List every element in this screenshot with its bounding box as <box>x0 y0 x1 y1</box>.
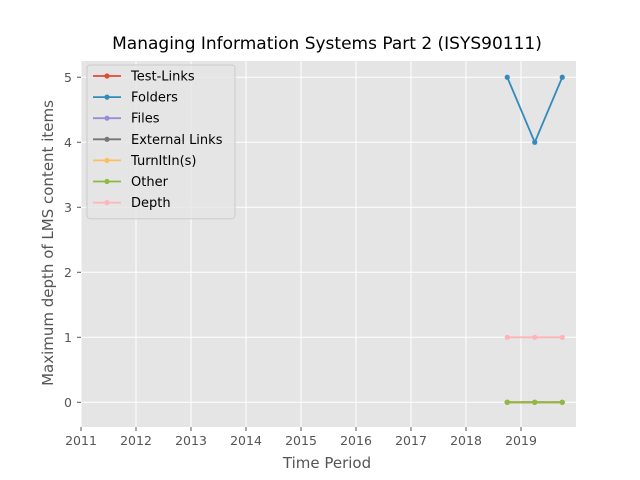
x-axis: 2011 2012 2013 2014 2015 2016 2017 2018 2019 <box>65 427 537 448</box>
data-point-depth <box>504 334 510 340</box>
legend-marker-test-links <box>104 73 110 79</box>
data-point-folders <box>504 74 510 80</box>
y-tick-label: 4 <box>64 135 72 150</box>
x-tick-label: 2014 <box>230 433 262 448</box>
series-depth <box>504 334 565 340</box>
series-layer <box>504 74 565 405</box>
series-other <box>504 399 565 405</box>
data-point-other <box>532 399 538 405</box>
y-axis: 0 1 2 3 4 5 <box>64 70 81 410</box>
data-point-folders <box>559 74 565 80</box>
y-axis-label: Maximum depth of LMS content items <box>39 100 57 386</box>
legend-box <box>86 64 236 220</box>
x-tick-label: 2013 <box>175 433 207 448</box>
data-point-folders <box>532 139 538 145</box>
legend: Test-Links Folders Files External Links Turn… <box>86 64 236 220</box>
legend-item-external-links: External Links <box>93 133 223 148</box>
series-folders <box>504 74 565 145</box>
x-tick-label: 2019 <box>505 433 537 448</box>
x-tick-label: 2017 <box>395 433 427 448</box>
y-tick-label: 5 <box>64 70 72 85</box>
legend-label-files: Files <box>131 112 160 127</box>
y-tick-label: 3 <box>64 200 72 215</box>
legend-label-test-links: Test-Links <box>130 70 195 85</box>
y-tick-label: 0 <box>64 395 72 410</box>
legend-item-depth: Depth <box>93 196 171 211</box>
data-point-depth <box>532 334 538 340</box>
legend-item-test-links: Test-Links <box>93 70 195 85</box>
legend-label-folders: Folders <box>131 91 178 106</box>
legend-item-other: Other <box>93 175 169 190</box>
y-tick-label: 2 <box>64 265 72 280</box>
data-point-other <box>504 399 510 405</box>
legend-marker-external-links <box>104 136 110 142</box>
legend-label-external-links: External Links <box>131 133 223 148</box>
x-tick-label: 2018 <box>450 433 482 448</box>
legend-label-depth: Depth <box>131 196 171 211</box>
legend-item-folders: Folders <box>93 91 178 106</box>
legend-item-files: Files <box>93 112 160 127</box>
legend-marker-folders <box>104 94 110 100</box>
data-point-depth <box>559 334 565 340</box>
x-axis-label: Time Period <box>282 454 371 472</box>
legend-marker-other <box>104 178 110 185</box>
y-tick-label: 1 <box>64 330 72 345</box>
x-tick-label: 2011 <box>65 433 97 448</box>
legend-item-turnitin-s: TurnItIn(s) <box>93 154 196 169</box>
legend-marker-depth <box>104 200 110 206</box>
legend-label-other: Other <box>131 175 169 190</box>
legend-label-turnitin-s: TurnItIn(s) <box>130 154 196 169</box>
legend-marker-turnitin-s <box>104 157 110 163</box>
x-tick-label: 2016 <box>340 433 372 448</box>
x-tick-label: 2015 <box>285 433 317 448</box>
legend-marker-files <box>104 115 110 121</box>
data-point-other <box>559 399 565 405</box>
x-tick-label: 2012 <box>120 433 152 448</box>
chart-title: Managing Information Systems Part 2 (ISY… <box>112 34 542 54</box>
